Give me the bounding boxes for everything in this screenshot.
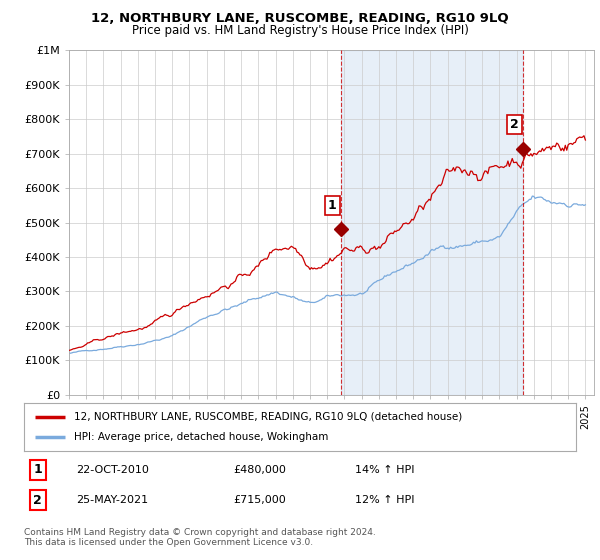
- Text: 14% ↑ HPI: 14% ↑ HPI: [355, 465, 415, 475]
- Text: Contains HM Land Registry data © Crown copyright and database right 2024.
This d: Contains HM Land Registry data © Crown c…: [24, 528, 376, 547]
- Bar: [341, 50, 523, 395]
- Text: 22-OCT-2010: 22-OCT-2010: [76, 465, 149, 475]
- Text: 1: 1: [34, 463, 42, 477]
- Text: 2: 2: [34, 493, 42, 507]
- Text: HPI: Average price, detached house, Wokingham: HPI: Average price, detached house, Woki…: [74, 432, 328, 442]
- Text: 1: 1: [328, 199, 337, 212]
- Text: Price paid vs. HM Land Registry's House Price Index (HPI): Price paid vs. HM Land Registry's House …: [131, 24, 469, 36]
- Text: £480,000: £480,000: [234, 465, 287, 475]
- Text: £715,000: £715,000: [234, 495, 287, 505]
- Text: 25-MAY-2021: 25-MAY-2021: [76, 495, 149, 505]
- Text: 2: 2: [510, 118, 519, 131]
- Text: 12% ↑ HPI: 12% ↑ HPI: [355, 495, 415, 505]
- Text: 12, NORTHBURY LANE, RUSCOMBE, READING, RG10 9LQ: 12, NORTHBURY LANE, RUSCOMBE, READING, R…: [91, 12, 509, 25]
- Text: 12, NORTHBURY LANE, RUSCOMBE, READING, RG10 9LQ (detached house): 12, NORTHBURY LANE, RUSCOMBE, READING, R…: [74, 412, 462, 422]
